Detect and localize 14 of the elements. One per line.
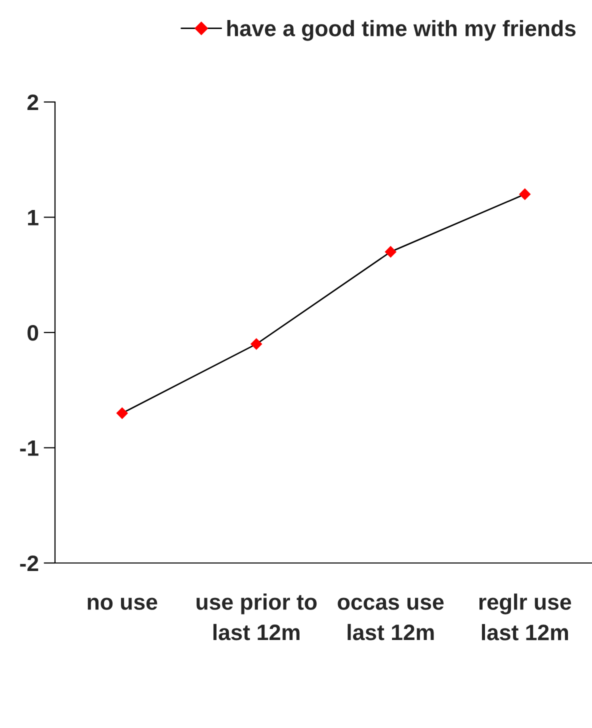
y-tick-label: 0 [28,325,38,341]
point [250,338,262,350]
y-tick-label: -1 [20,440,38,456]
point [116,407,128,420]
legend-label: have a good time with my friends [227,20,576,41]
y-tick-label: 2 [27,94,38,110]
x-tick-label: occas use last 12m [338,598,444,640]
y-tick-label: -2 [20,556,38,572]
point [518,188,531,200]
point [384,246,397,258]
x-tick-label: no use [88,598,158,610]
y-tick-label: 1 [28,210,38,226]
x-tick-label: reglr use last 12m [479,594,572,640]
x-tick-label: use prior to last 12m [196,594,317,640]
